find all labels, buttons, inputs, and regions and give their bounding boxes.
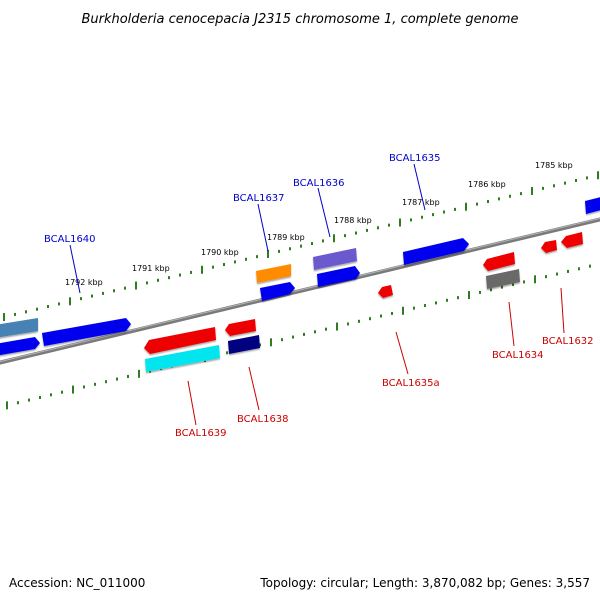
gene-arrow-blue-bcal1635[interactable] [403,238,469,265]
accession-label: Accession: NC_011000 [9,576,145,590]
gene-arrow-blue-left[interactable] [0,337,40,356]
kbp-label-1785: 1785 kbp [535,161,573,170]
gene-arrow-blue-bcal1636[interactable] [317,266,360,287]
gene-arrow-blue-bcal1637[interactable] [260,282,295,301]
gene-arrow-red-bcal1638[interactable] [225,319,256,336]
gene-features-reverse [144,232,583,372]
gene-arrow-red-small[interactable] [541,240,557,253]
gene-arrow-red-bcal1635a[interactable] [378,285,393,298]
gene-arrow-red-bcal1639[interactable] [144,327,216,354]
leader-lines-top [69,163,426,294]
gene-arrow-red-bcal1632[interactable] [561,232,583,248]
gene-features [0,196,600,356]
map-title: Burkholderia cenocepacia J2315 chromosom… [81,12,518,27]
gene-arrow-blue-right[interactable] [585,196,600,214]
kbp-label-1788: 1788 kbp [334,216,372,225]
genome-backbone [0,217,600,365]
kbp-label-1792: 1792 kbp [65,278,103,287]
gene-label-bcal1639[interactable]: BCAL1639 [175,428,227,439]
gene-arrow-red-bcal1634[interactable] [483,252,515,271]
kbp-label-1786: 1786 kbp [468,180,506,189]
gene-label-bcal1638[interactable]: BCAL1638 [237,414,289,425]
gene-arrow-gray[interactable] [486,269,520,289]
gene-label-bcal1637[interactable]: BCAL1637 [233,193,285,204]
gene-label-bcal1635[interactable]: BCAL1635 [389,153,441,164]
gene-label-bcal1634[interactable]: BCAL1634 [492,350,544,361]
kbp-label-1790: 1790 kbp [201,248,239,257]
gene-arrow-slateblue[interactable] [313,248,357,270]
kbp-label-1787: 1787 kbp [402,198,440,207]
gene-arrow-steelblue[interactable] [0,318,38,338]
genome-summary: Topology: circular; Length: 3,870,082 bp… [259,576,590,590]
gene-label-bcal1636[interactable]: BCAL1636 [293,178,345,189]
gene-label-bcal1632[interactable]: BCAL1632 [542,336,594,347]
kbp-label-1789: 1789 kbp [267,233,305,242]
gene-label-bcal1640[interactable]: BCAL1640 [44,234,96,245]
gene-arrow-cyan[interactable] [145,345,220,372]
gene-label-bcal1635a[interactable]: BCAL1635a [382,378,440,389]
gene-arrow-navy[interactable] [228,335,260,354]
leader-lines-bottom [187,287,565,426]
genome-backbone-highlight [0,217,600,363]
kbp-label-1791: 1791 kbp [132,264,170,273]
gene-arrow-blue-bcal1640[interactable] [42,318,131,346]
gene-arrow-orange[interactable] [256,264,291,283]
